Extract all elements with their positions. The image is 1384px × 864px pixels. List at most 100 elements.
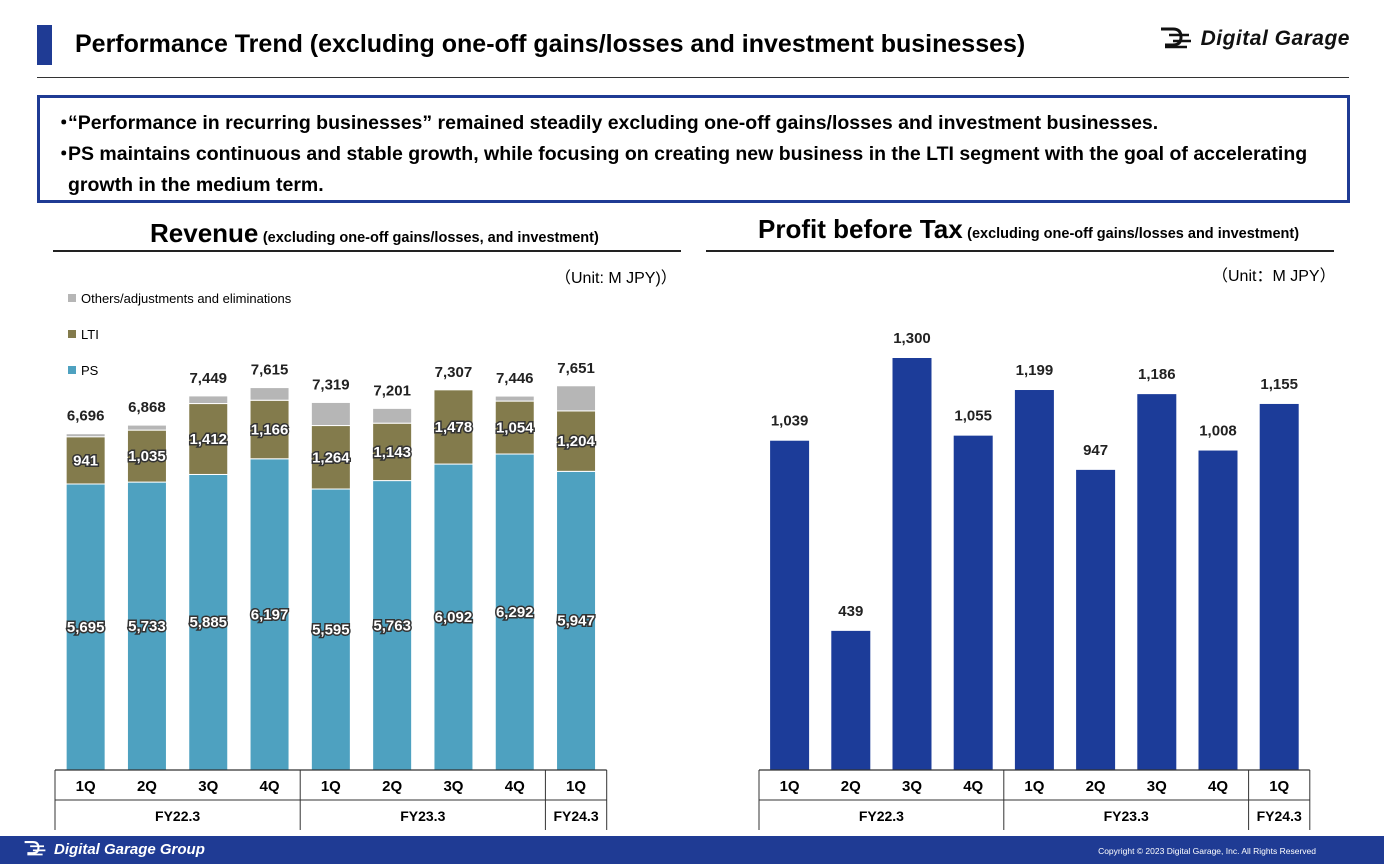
- bar-profit: [1014, 390, 1054, 770]
- x-group-label: FY22.3: [155, 808, 200, 824]
- bar-label-ps: 5,733: [128, 618, 166, 635]
- bar-value-label: 1,055: [954, 408, 992, 425]
- profit-subtitle: (excluding one-off gains/losses and inve…: [967, 226, 1300, 242]
- bar-others: [494, 395, 535, 402]
- bar-value-label: 947: [1083, 442, 1108, 459]
- x-tick-label: 4Q: [260, 778, 280, 795]
- bar-total-label: 7,446: [496, 370, 534, 387]
- x-tick-label: 1Q: [321, 778, 341, 795]
- bar-others: [249, 387, 290, 401]
- bar-ps: [249, 458, 290, 771]
- bar-label-lti: 1,412: [189, 431, 227, 448]
- bar-label-lti: 1,478: [435, 419, 473, 436]
- bar-value-label: 1,186: [1138, 366, 1176, 383]
- dg-logo-icon: [1160, 27, 1191, 49]
- bar-ps: [65, 483, 106, 771]
- legend-item-lti: LTI: [68, 316, 291, 352]
- legend-label-lti: LTI: [81, 326, 99, 342]
- legend-swatch-others: [68, 294, 76, 302]
- bar-label-lti: 1,264: [312, 449, 350, 466]
- x-group-label: FY22.3: [859, 808, 904, 824]
- bar-label-lti: 941: [73, 452, 98, 469]
- bar-profit: [953, 435, 993, 770]
- revenue-legend: Others/adjustments and eliminations LTI …: [68, 280, 291, 388]
- bar-total-label: 7,307: [435, 364, 473, 381]
- bar-profit: [1137, 394, 1177, 770]
- bar-total-label: 7,201: [373, 382, 411, 399]
- bar-profit: [1198, 450, 1238, 770]
- x-tick-label: 2Q: [841, 778, 861, 795]
- profit-unit: （Unit：M JPY）: [1212, 268, 1336, 285]
- x-group-label: FY24.3: [553, 808, 598, 824]
- bar-others: [556, 385, 597, 412]
- bar-label-lti: 1,143: [373, 444, 411, 461]
- x-group-label: FY23.3: [400, 808, 445, 824]
- bar-value-label: 439: [838, 603, 863, 620]
- bar-lti: [249, 399, 290, 460]
- bar-others: [372, 407, 413, 424]
- summary-bullet-text: PS maintains continuous and stable growt…: [68, 143, 1308, 196]
- bar-total-label: 7,615: [251, 362, 289, 379]
- bar-label-ps: 6,197: [251, 606, 289, 623]
- bar-others: [65, 433, 106, 438]
- revenue-title-rule: [53, 250, 681, 252]
- footer-brand-text: Digital Garage Group: [54, 840, 205, 858]
- bar-label-lti: 1,166: [251, 422, 289, 439]
- bar-label-ps: 5,885: [189, 614, 227, 631]
- bar-lti: [433, 389, 474, 465]
- bar-label-lti: 1,054: [496, 420, 534, 437]
- bar-value-label: 1,199: [1016, 362, 1054, 379]
- bar-ps: [188, 473, 229, 771]
- bar-label-ps: 5,595: [312, 622, 350, 639]
- revenue-panel-title: Revenue (excluding one-off gains/losses,…: [150, 218, 599, 249]
- bar-total-label: 7,319: [312, 376, 350, 393]
- bar-total-label: 7,449: [189, 370, 227, 387]
- legend-swatch-ps: [68, 366, 76, 374]
- x-tick-label: 4Q: [505, 778, 525, 795]
- company-logo: Digital Garage: [1159, 26, 1350, 52]
- x-tick-label: 2Q: [1086, 778, 1106, 795]
- x-tick-label: 3Q: [443, 778, 463, 795]
- bar-label-ps: 6,092: [435, 609, 473, 626]
- bar-label-ps: 5,763: [373, 617, 411, 634]
- bar-others: [126, 424, 167, 431]
- x-tick-label: 3Q: [902, 778, 922, 795]
- bar-profit: [1259, 403, 1299, 770]
- bar-lti: [310, 425, 351, 490]
- x-tick-label: 2Q: [382, 778, 402, 795]
- x-tick-label: 2Q: [137, 778, 157, 795]
- bar-profit: [1076, 469, 1116, 770]
- copyright: Copyright © 2023 Digital Garage, Inc. Al…: [1098, 846, 1316, 856]
- summary-bullet: ・ PS maintains continuous and stable grow…: [54, 139, 1333, 201]
- x-tick-label: 1Q: [780, 778, 800, 795]
- bar-profit: [770, 440, 810, 770]
- bar-value-label: 1,300: [893, 330, 931, 347]
- bar-lti: [126, 429, 167, 483]
- bar-lti: [65, 436, 106, 485]
- bar-lti: [188, 403, 229, 475]
- logo-text: Digital Garage: [1200, 27, 1350, 50]
- bar-total-label: 6,868: [128, 399, 166, 416]
- page-title: Performance Trend (excluding one-off gai…: [75, 30, 1026, 58]
- revenue-unit: （Unit: M JPY)）: [555, 270, 677, 287]
- summary-bullet-text: “Performance in recurring businesses” re…: [68, 112, 1159, 134]
- bar-lti: [494, 400, 535, 455]
- summary-bullet: ・ “Performance in recurring businesses” r…: [54, 108, 1333, 139]
- bar-label-ps: 5,947: [557, 613, 595, 630]
- footer-brand: Digital Garage Group: [22, 840, 205, 858]
- x-tick-label: 1Q: [1269, 778, 1289, 795]
- x-group-label: FY24.3: [1257, 808, 1302, 824]
- revenue-subtitle: (excluding one-off gains/losses, and inv…: [262, 230, 599, 246]
- bar-value-label: 1,155: [1260, 376, 1298, 393]
- summary-box: ・ “Performance in recurring businesses” r…: [37, 95, 1350, 203]
- bar-ps: [372, 480, 413, 771]
- bar-label-ps: 6,292: [496, 604, 534, 621]
- profit-panel-title: Profit before Tax (excluding one-off gai…: [758, 214, 1299, 245]
- bar-others: [310, 401, 351, 427]
- title-accent-bar: [37, 25, 52, 65]
- x-tick-label: 1Q: [566, 778, 586, 795]
- legend-swatch-lti: [68, 330, 76, 338]
- profit-chart: 1,039 439 1,300 1,055 1,199 947 1,186 1,008 1,15…: [758, 330, 1311, 830]
- bar-total-label: 7,651: [557, 360, 595, 377]
- x-group-label: FY23.3: [1104, 808, 1149, 824]
